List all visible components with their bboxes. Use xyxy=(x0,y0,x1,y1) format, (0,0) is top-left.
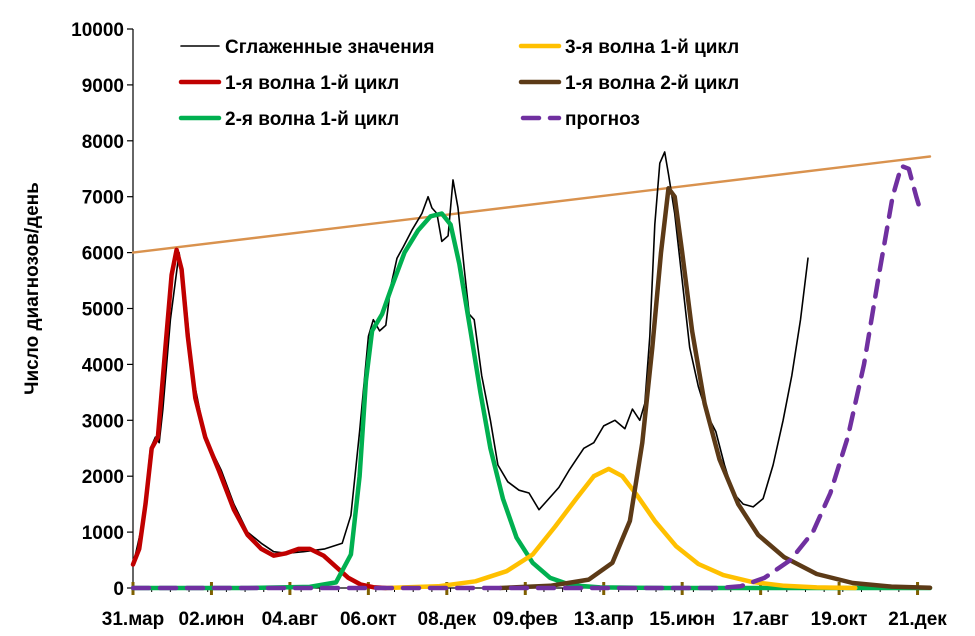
legend: Сглаженные значения 1-я волна 1-й цикл 2-я… xyxy=(178,37,739,130)
x-tick-label: 13.апр xyxy=(574,609,634,630)
y-tick-label: 1000 xyxy=(82,523,124,544)
legend-label: 2-я волна 1-й цикл xyxy=(225,109,399,130)
x-tick-label: 19.окт xyxy=(811,609,868,630)
y-tick-label: 7000 xyxy=(82,188,124,209)
legend-label: 1-я волна 1-й цикл xyxy=(225,73,399,94)
y-tick-label: 5000 xyxy=(82,300,124,321)
x-tick-label: 06.окт xyxy=(340,609,397,630)
x-tick-label: 21.дек xyxy=(888,609,947,630)
series-line-4 xyxy=(498,186,933,591)
trend-line xyxy=(131,155,932,254)
y-tick-label: 0 xyxy=(113,579,124,600)
y-tick-label: 9000 xyxy=(82,76,124,97)
x-tick-label: 31.мар xyxy=(102,609,164,630)
series-line-0 xyxy=(132,151,809,567)
x-tick-label: 02.июн xyxy=(179,609,245,630)
y-tick-label: 3000 xyxy=(82,411,124,432)
y-tick-label: 4000 xyxy=(82,355,124,376)
legend-label: 3-я волна 1-й цикл xyxy=(565,37,739,58)
x-tick-label: 09.фев xyxy=(493,609,558,630)
x-tick-label: 15.июн xyxy=(649,609,715,630)
y-tick-label: 8000 xyxy=(82,132,124,153)
axes: 0 1000 2000 3000 4000 5000 6000 7000 8000 9000 100… xyxy=(71,20,947,630)
legend-label: прогноз xyxy=(565,109,640,130)
y-axis-label: Число диагнозов/день xyxy=(22,182,43,395)
x-tick-label: 08.дек xyxy=(418,609,477,630)
series-line-2 xyxy=(130,211,933,591)
x-tick-label: 17.авг xyxy=(732,609,789,630)
x-tick-label: 04.авг xyxy=(262,609,319,630)
series-line-1 xyxy=(130,247,389,591)
series-line-5 xyxy=(130,163,924,591)
y-tick-label: 2000 xyxy=(82,467,124,488)
plot-area xyxy=(130,151,933,591)
legend-label: 1-я волна 2-й цикл xyxy=(565,73,739,94)
y-tick-label: 10000 xyxy=(71,20,124,41)
y-tick-label: 6000 xyxy=(82,244,124,265)
legend-label: Сглаженные значения xyxy=(225,37,434,58)
